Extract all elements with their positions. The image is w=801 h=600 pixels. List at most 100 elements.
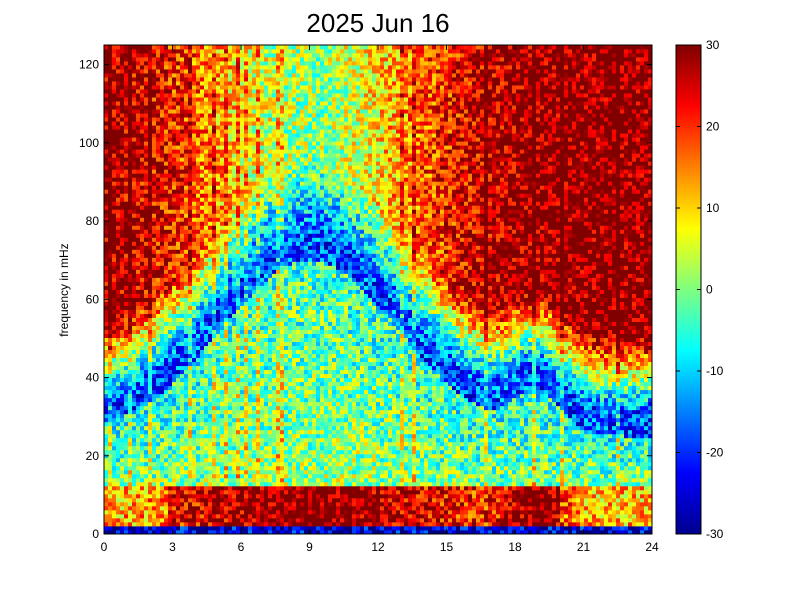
heatmap-cell bbox=[236, 185, 241, 190]
heatmap-cell bbox=[116, 221, 121, 226]
heatmap-cell bbox=[168, 353, 173, 359]
heatmap-cell bbox=[196, 329, 201, 334]
heatmap-cell bbox=[112, 293, 117, 298]
heatmap-cell bbox=[232, 525, 237, 531]
heatmap-cell bbox=[196, 333, 201, 338]
heatmap-cell bbox=[260, 349, 265, 355]
heatmap-cell bbox=[236, 433, 241, 439]
heatmap-cell bbox=[132, 257, 137, 262]
heatmap-cell bbox=[160, 125, 165, 130]
heatmap-cell bbox=[236, 221, 241, 226]
heatmap-cell bbox=[256, 221, 261, 226]
heatmap-cell bbox=[112, 249, 117, 254]
heatmap-cell bbox=[116, 85, 121, 90]
heatmap-cell bbox=[128, 401, 133, 407]
heatmap-cell bbox=[140, 189, 145, 194]
heatmap-cell bbox=[108, 261, 113, 266]
heatmap-cell bbox=[240, 473, 245, 479]
heatmap-cell bbox=[108, 425, 113, 431]
heatmap-cell bbox=[220, 457, 225, 463]
heatmap-cell bbox=[216, 113, 221, 118]
heatmap-cell bbox=[224, 241, 229, 246]
heatmap-cell bbox=[132, 401, 137, 407]
heatmap-cell bbox=[228, 353, 233, 359]
heatmap-cell bbox=[152, 257, 157, 262]
heatmap-cell bbox=[164, 125, 169, 130]
heatmap-cell bbox=[196, 289, 201, 294]
heatmap-cell bbox=[256, 181, 261, 186]
heatmap-cell bbox=[204, 341, 209, 347]
heatmap-cell bbox=[236, 105, 241, 110]
heatmap-cell bbox=[108, 473, 113, 479]
heatmap-cell bbox=[196, 513, 201, 519]
heatmap-cell bbox=[132, 93, 137, 98]
heatmap-cell bbox=[220, 117, 225, 122]
heatmap-cell bbox=[232, 185, 237, 190]
heatmap-cell bbox=[136, 177, 141, 182]
heatmap-cell bbox=[116, 121, 121, 126]
heatmap-cell bbox=[264, 477, 269, 483]
heatmap-cell bbox=[180, 117, 185, 122]
heatmap-cell bbox=[196, 365, 201, 371]
heatmap-cell bbox=[228, 105, 233, 110]
heatmap-cell bbox=[196, 401, 201, 407]
heatmap-cell bbox=[208, 185, 213, 190]
heatmap-cell bbox=[108, 257, 113, 262]
heatmap-cell bbox=[136, 61, 141, 66]
heatmap-cell bbox=[168, 285, 173, 290]
heatmap-cell bbox=[204, 393, 209, 399]
heatmap-cell bbox=[264, 253, 269, 258]
heatmap-cell bbox=[260, 461, 265, 467]
heatmap-cell bbox=[212, 253, 217, 258]
heatmap-cell bbox=[256, 377, 261, 383]
heatmap-cell bbox=[136, 217, 141, 222]
heatmap-cell bbox=[156, 153, 161, 158]
heatmap-cell bbox=[248, 289, 253, 294]
heatmap-cell bbox=[164, 453, 169, 459]
heatmap-cell bbox=[180, 305, 185, 310]
heatmap-cell bbox=[132, 57, 137, 62]
heatmap-cell bbox=[140, 457, 145, 463]
heatmap-cell bbox=[184, 225, 189, 230]
heatmap-cell bbox=[136, 281, 141, 286]
heatmap-cell bbox=[176, 401, 181, 407]
heatmap-cell bbox=[152, 233, 157, 238]
heatmap-cell bbox=[196, 321, 201, 326]
heatmap-cell bbox=[240, 349, 245, 355]
heatmap-cell bbox=[264, 389, 269, 395]
heatmap-cell bbox=[236, 157, 241, 162]
heatmap-cell bbox=[240, 401, 245, 407]
heatmap-cell bbox=[108, 445, 113, 451]
heatmap-cell bbox=[232, 113, 237, 118]
heatmap-cell bbox=[216, 485, 221, 491]
heatmap-cell bbox=[260, 321, 265, 326]
heatmap-cell bbox=[192, 413, 197, 419]
heatmap-cell bbox=[112, 345, 117, 351]
heatmap-cell bbox=[244, 429, 249, 435]
heatmap-cell bbox=[136, 501, 141, 507]
heatmap-cell bbox=[252, 393, 257, 399]
heatmap-cell bbox=[196, 225, 201, 230]
heatmap-cell bbox=[256, 89, 261, 94]
heatmap-cell bbox=[164, 141, 169, 146]
heatmap-cell bbox=[196, 197, 201, 202]
heatmap-cell bbox=[244, 401, 249, 407]
heatmap-cell bbox=[220, 305, 225, 310]
heatmap-cell bbox=[120, 257, 125, 262]
heatmap-cell bbox=[124, 453, 129, 459]
heatmap-cell bbox=[236, 109, 241, 114]
heatmap-cell bbox=[236, 197, 241, 202]
heatmap-cell bbox=[148, 149, 153, 154]
heatmap-cell bbox=[208, 345, 213, 351]
heatmap-cell bbox=[208, 197, 213, 202]
heatmap-cell bbox=[144, 273, 149, 278]
heatmap-cell bbox=[252, 357, 257, 363]
heatmap-cell bbox=[260, 285, 265, 290]
heatmap-cell bbox=[216, 257, 221, 262]
heatmap-cell bbox=[188, 429, 193, 435]
heatmap-cell bbox=[112, 113, 117, 118]
heatmap-cell bbox=[176, 285, 181, 290]
heatmap-cell bbox=[252, 77, 257, 82]
heatmap-cell bbox=[212, 61, 217, 66]
heatmap-cell bbox=[220, 229, 225, 234]
